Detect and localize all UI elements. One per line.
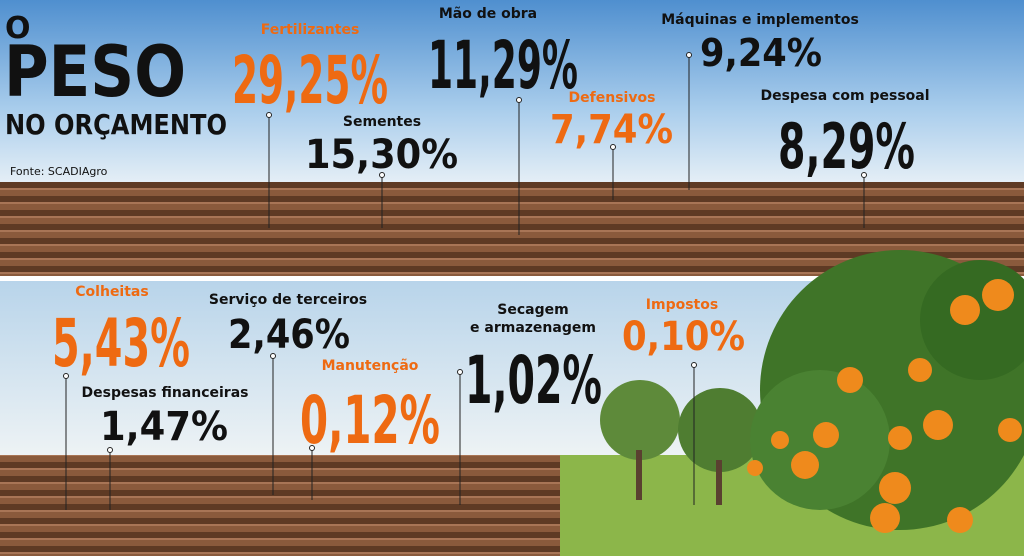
item-label: Colheitas (75, 284, 148, 300)
leader-dot (610, 144, 616, 150)
item-value: 8,29% (778, 110, 915, 183)
title-main: PESO (4, 31, 186, 113)
item-value: 15,30% (305, 132, 458, 178)
item-label: Serviço de terceiros (209, 292, 367, 308)
item-label: Manutenção (322, 358, 419, 374)
leader-dot (457, 369, 463, 375)
item-label: Mão de obra (439, 6, 537, 22)
item-value: 7,74% (550, 107, 673, 153)
orchard (600, 250, 1024, 533)
item-value: 29,25% (232, 42, 388, 119)
title-line: O (5, 11, 31, 46)
leader-dot (107, 447, 113, 453)
divider (0, 276, 1024, 281)
item-label: Despesas financeiras (82, 385, 249, 401)
field (0, 455, 620, 556)
item-label: Defensivos (569, 90, 656, 106)
item-value: 1,02% (465, 342, 602, 419)
leader-dot (270, 353, 276, 359)
item-label: Despesa com pessoal (760, 88, 929, 104)
item-value: 5,43% (52, 305, 190, 382)
sky (0, 0, 1024, 182)
leader-dot (309, 445, 315, 451)
item-value: 11,29% (428, 27, 578, 104)
item-value: 2,46% (228, 312, 350, 358)
leader-dot (686, 52, 692, 58)
item-label: Secagem (497, 302, 568, 318)
leader-dot (63, 373, 69, 379)
title-line: NO ORÇAMENTO (5, 108, 227, 141)
item-value: 0,10% (622, 314, 745, 360)
leader-dot (861, 172, 867, 178)
leader-dot (516, 97, 522, 103)
item-label: e armazenagem (470, 320, 596, 336)
item-label: Impostos (646, 297, 718, 313)
source: Fonte: SCADIAgro (10, 165, 108, 178)
item-value: 1,47% (100, 404, 228, 450)
item-label: Sementes (343, 114, 421, 130)
item-value: 0,12% (300, 382, 440, 459)
leader-dot (691, 362, 697, 368)
leader-dot (379, 172, 385, 178)
leader-dot (266, 112, 272, 118)
item-value: 9,24% (700, 31, 822, 75)
item-label: Máquinas e implementos (661, 12, 859, 28)
item-label: Fertilizantes (261, 22, 360, 38)
